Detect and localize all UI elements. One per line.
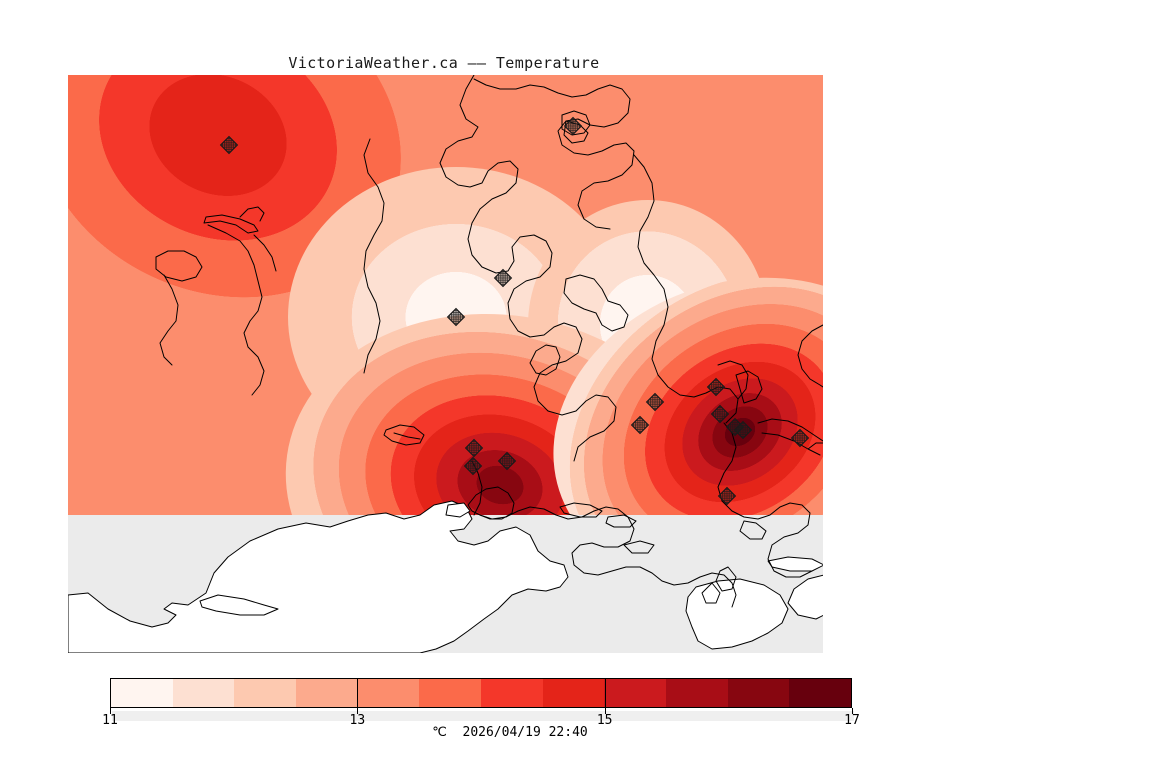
station-marker: [464, 438, 484, 458]
colorbar-band: [357, 679, 420, 707]
colorbar-tick: [604, 708, 606, 714]
colorbar-tick-label: 17: [844, 713, 860, 728]
colorbar-tick-label: 11: [102, 713, 118, 728]
colorbar-tick: [852, 708, 853, 714]
colorbar-band: [234, 679, 297, 707]
station-marker: [563, 116, 583, 136]
colorbar-band: [172, 679, 235, 707]
colorbar-band: [789, 679, 852, 707]
colorbar-band: [419, 679, 482, 707]
colorbar-band: [727, 679, 790, 707]
colorbar-divider: [357, 678, 359, 708]
page-title: VictoriaWeather.ca —— Temperature: [288, 54, 600, 72]
colorbar-strip[interactable]: [110, 678, 852, 708]
colorbar-tick-label: 13: [349, 713, 366, 728]
colorbar-band: [481, 679, 543, 707]
colorbar-tick: [357, 708, 359, 714]
colorbar-shadow: [112, 711, 854, 721]
station-markers[interactable]: [219, 116, 810, 506]
colorbar-tick-label: 15: [596, 713, 613, 728]
contour-map: [68, 75, 823, 653]
colorbar-tick: [110, 708, 111, 714]
station-marker: [630, 415, 650, 435]
colorbar-ticks: 11 13 15 17: [102, 708, 860, 734]
station-marker: [706, 377, 726, 397]
colorbar-divider: [604, 678, 606, 708]
station-marker: [446, 307, 466, 327]
colorbar-caption: ℃ 2026/04/19 22:40: [432, 725, 588, 740]
station-marker: [717, 486, 737, 506]
station-marker: [463, 456, 483, 476]
colorbar-band: [296, 679, 358, 707]
southern-landmass: [68, 500, 823, 653]
colorbar-band: [604, 679, 667, 707]
station-marker: [219, 135, 239, 155]
station-marker: [733, 420, 753, 440]
station-marker: [497, 451, 517, 471]
colorbar-band: [666, 679, 728, 707]
colorbar[interactable]: 11 13 15 17: [102, 678, 860, 728]
station-marker: [645, 392, 665, 412]
colorbar-band: [542, 679, 605, 707]
station-marker: [790, 428, 810, 448]
station-marker: [493, 268, 513, 288]
map-panel[interactable]: [68, 75, 823, 653]
station-marker: [710, 404, 730, 424]
colorbar-band: [111, 679, 173, 707]
